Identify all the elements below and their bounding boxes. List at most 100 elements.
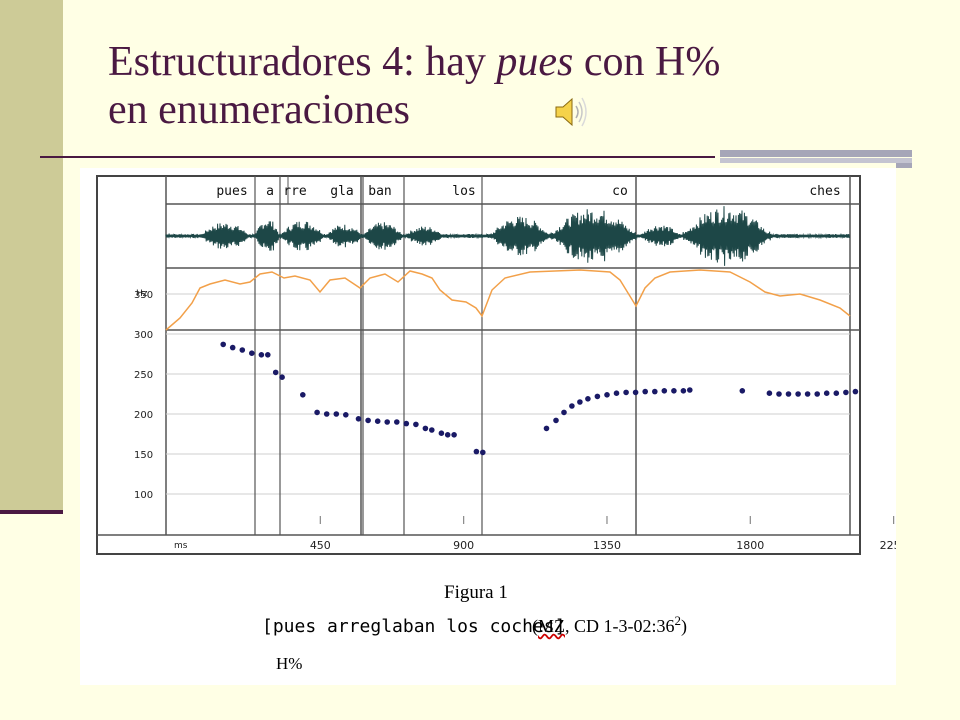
boundary-tone-label: H%: [276, 654, 303, 673]
pitch-point: [814, 391, 820, 397]
transcription-syllable: ches: [809, 184, 840, 199]
pitch-point: [594, 393, 601, 400]
pitch-tick-label: 100: [134, 490, 153, 501]
figure-caption-text: [pues arreglaban los coches]: [262, 616, 565, 637]
title-line2: en enumeraciones: [108, 87, 411, 133]
pitch-point: [687, 387, 693, 393]
pitch-point: [766, 390, 773, 396]
pitch-point: [632, 389, 639, 396]
pitch-point: [671, 388, 677, 394]
pitch-point: [776, 391, 782, 397]
speaker-icon[interactable]: [552, 94, 592, 130]
pitch-tick-label: 200: [134, 410, 153, 421]
pitch-point: [220, 341, 226, 348]
pitch-point: [661, 388, 668, 394]
pitch-point: [613, 390, 620, 396]
side-stripe-base: [0, 510, 63, 514]
time-tick-label: 1350: [593, 539, 621, 552]
pitch-tick-label: 250: [134, 370, 153, 381]
title-line1-end: con H%: [573, 39, 721, 85]
side-stripe: [0, 0, 63, 512]
transcription-syllable: ban: [368, 184, 391, 199]
pitch-point: [272, 369, 279, 376]
pitch-point: [239, 347, 246, 353]
time-tick-label: 2250: [880, 539, 896, 552]
caption-ref-rest: , CD 1-3-02:36: [565, 616, 675, 636]
transcription-syllable: pues: [216, 184, 247, 199]
pitch-point: [403, 420, 410, 427]
pitch-point: [249, 350, 255, 356]
title-line1-start: Estructuradores 4: hay: [108, 39, 497, 85]
f0-contour: [165, 269, 851, 331]
pitch-point: [480, 449, 486, 456]
transcription-syllable: rre: [283, 184, 307, 199]
caption-ref-open: (: [532, 616, 538, 636]
transcription-syllable: co: [612, 184, 628, 199]
pitch-point: [300, 392, 306, 398]
pitch-point: [843, 389, 849, 396]
pitch-point: [229, 344, 236, 351]
pitch-point: [355, 416, 362, 422]
pitch-point: [585, 396, 591, 402]
pitch-point: [384, 419, 391, 425]
pitch-point: [604, 392, 610, 398]
pitch-point: [258, 352, 265, 358]
caption-ref-superscript: 2: [674, 613, 682, 628]
prosody-figure: 350 300 250 200 150 100 Hz 450 900 1350 1800 2250 ms…: [96, 175, 896, 555]
title-underline: [40, 156, 715, 158]
pitch-point: [804, 391, 811, 397]
pitch-point: [577, 399, 583, 405]
pitch-point: [680, 388, 687, 394]
time-tick-label: 900: [453, 539, 474, 552]
time-tick-label: 450: [310, 539, 331, 552]
title-emphasis: pues: [496, 39, 574, 85]
pitch-point: [473, 448, 480, 455]
pitch-point: [429, 427, 435, 433]
caption-ref-close: ): [681, 616, 687, 636]
time-tick-label: 1800: [736, 539, 764, 552]
slide-title: Estructuradores 4: hay pues con H% en en…: [108, 38, 868, 134]
pitch-point: [343, 412, 349, 418]
pitch-point: [265, 352, 271, 358]
figure-label: Figura 1: [444, 582, 508, 603]
waveform: [165, 206, 850, 266]
pitch-point: [444, 432, 451, 438]
pitch-point: [569, 403, 575, 409]
pitch-tick-label: 150: [134, 450, 153, 461]
pitch-point: [333, 411, 340, 417]
pitch-point: [823, 390, 830, 396]
pitch-point: [785, 391, 792, 397]
pitch-point: [438, 430, 445, 437]
pitch-point: [561, 409, 567, 416]
caption-utterance: [pues arreglaban los coches]: [262, 616, 566, 637]
transcription-syllable: los: [452, 184, 475, 199]
pitch-point: [739, 388, 746, 394]
pitch-point: [413, 421, 419, 428]
pitch-point: [553, 417, 559, 424]
title-rule-bar-end: [896, 163, 912, 168]
pitch-point: [323, 411, 330, 417]
pitch-point: [795, 391, 801, 397]
pitch-tick-label: 300: [134, 330, 153, 341]
transcription-syllable: a: [266, 184, 274, 199]
pitch-point: [422, 425, 429, 432]
pitch-axis-label: Hz: [136, 289, 148, 299]
pitch-point: [365, 417, 371, 424]
caption-ref-initials: MZ: [538, 616, 565, 636]
title-rule-bar: [720, 150, 912, 157]
pitch-point: [374, 418, 381, 424]
figure-caption-reference: (MZ, CD 1-3-02:362): [532, 613, 687, 637]
pitch-point: [451, 432, 457, 438]
title-rule-bar-light: [720, 158, 912, 163]
pitch-point: [279, 374, 285, 380]
pitch-point: [543, 425, 550, 432]
pitch-tick-label: 350: [134, 290, 153, 301]
figure-panel: 350 300 250 200 150 100 Hz 450 900 1350 1800 2250 ms…: [80, 168, 896, 685]
pitch-point: [833, 390, 840, 396]
pitch-point: [394, 419, 400, 425]
time-axis-label: ms: [174, 541, 188, 551]
pitch-point: [314, 409, 320, 416]
transcription-syllable: gla: [330, 184, 353, 199]
pitch-point: [642, 388, 648, 395]
pitch-point: [852, 388, 859, 395]
